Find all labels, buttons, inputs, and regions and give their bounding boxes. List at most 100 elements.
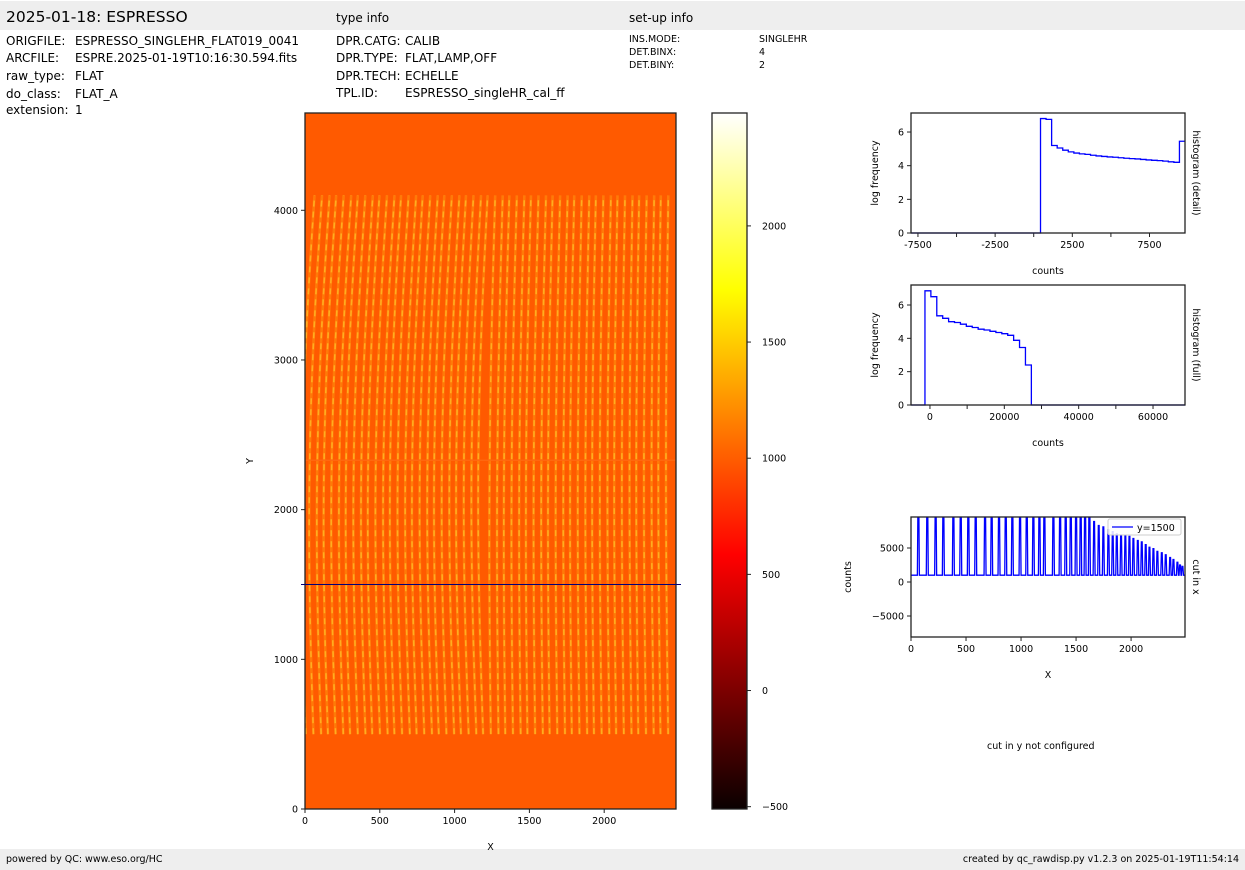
type-info-label: DPR.CATG:: [336, 34, 401, 48]
spectral-order-glow: [517, 195, 526, 735]
spectral-order-glow: [612, 195, 619, 735]
x-axis-label: counts: [1032, 438, 1064, 449]
spectral-order-glow: [576, 195, 584, 735]
x-tick-label: 2000: [592, 816, 616, 827]
x-tick-label: -2500: [981, 240, 1009, 251]
file-info-value: FLAT: [75, 69, 104, 83]
x-tick-label: 500: [371, 816, 389, 827]
colorbar-tick-label: −500: [762, 802, 788, 813]
axes-frame: [910, 284, 1186, 406]
spectral-order-glow: [642, 195, 648, 735]
spectral-order-glow: [462, 195, 475, 735]
axes-frame: [304, 112, 677, 810]
legend-label: y=1500: [1137, 523, 1175, 534]
setup-info-value: 4: [759, 47, 766, 58]
spectral-order-glow: [664, 195, 670, 735]
x-tick-label: 0: [302, 816, 308, 827]
histogram-line: [911, 290, 1185, 406]
y-tick-label: 4: [898, 161, 904, 172]
spectral-order-glow: [410, 195, 425, 735]
y-tick-label: 2: [898, 367, 904, 378]
x-tick-label: 1500: [517, 816, 541, 827]
colorbar-tick-label: 0: [762, 686, 768, 697]
colorbar-gradient: [712, 113, 747, 809]
spectral-order-glow: [352, 195, 367, 735]
colorbar-tick-label: 1000: [762, 454, 786, 465]
spectral-order-glow: [305, 195, 316, 735]
x-tick-label: 0: [908, 644, 914, 655]
type-info-value: FLAT,LAMP,OFF: [405, 51, 498, 65]
spectral-order-glow: [396, 195, 410, 735]
x-tick-label: 60000: [1138, 412, 1168, 423]
spectral-order-glow: [359, 195, 375, 735]
y-tick-label: −5000: [872, 611, 904, 622]
setup-info-value: SINGLEHR: [759, 34, 808, 45]
x-tick-label: 1000: [443, 816, 467, 827]
footer-left: powered by QC: www.eso.org/HC: [6, 854, 163, 865]
spectral-order-glow: [495, 195, 505, 735]
y-tick-label: 6: [898, 128, 904, 139]
x-tick-label: 7500: [1137, 240, 1161, 251]
spectral-order-glow: [657, 195, 663, 735]
y-tick-label: 1000: [274, 655, 298, 666]
file-info-value: ESPRESSO_SINGLEHR_FLAT019_0041: [75, 34, 300, 48]
spectral-order-glow: [546, 195, 554, 735]
y-tick-label: 3000: [274, 355, 298, 366]
colorbar-tick-label: 2000: [762, 221, 786, 232]
spectral-order-glow: [532, 195, 540, 735]
spectral-order-glow: [418, 195, 432, 735]
y-axis-label: Y: [245, 458, 256, 465]
spectral-order-glow: [329, 195, 345, 735]
spectral-order-glow: [598, 195, 605, 735]
file-info-value: FLAT_A: [75, 87, 118, 101]
spectral-order-glow: [432, 195, 446, 735]
y-tick-label: 0: [898, 229, 904, 240]
x-tick-label: 1000: [1009, 644, 1033, 655]
y-tick-label: 4000: [274, 206, 298, 217]
image-heatmap: [305, 113, 676, 809]
axes-frame: [910, 516, 1186, 638]
cut-series: [911, 517, 1185, 576]
spectral-order-glow: [344, 195, 360, 735]
spectral-order-glow: [381, 195, 396, 735]
spectral-order-glow: [470, 195, 483, 735]
spectral-order-glow: [366, 195, 381, 735]
footer-right: created by qc_rawdisp.py v1.2.3 on 2025-…: [962, 854, 1239, 865]
x-tick-label: -7500: [904, 240, 932, 251]
file-info-label: ORIGFILE:: [6, 34, 66, 48]
spectral-order-glow: [620, 195, 627, 735]
spectral-order-glow: [322, 195, 338, 735]
x-axis-label: X: [1045, 670, 1052, 681]
spectral-order-glow: [628, 195, 634, 735]
file-info-value: ESPRE.2025-01-19T10:16:30.594.fits: [75, 51, 298, 65]
x-tick-label: 20000: [989, 412, 1019, 423]
spectral-order-glow: [454, 195, 468, 735]
type-info-label: TPL.ID:: [336, 86, 378, 100]
page-title: 2025-01-18: ESPRESSO: [6, 8, 188, 26]
spectral-order-glow: [568, 195, 576, 735]
type-info-value: ECHELLE: [405, 69, 459, 83]
spectral-order-glow: [388, 195, 403, 735]
x-tick-label: 40000: [1064, 412, 1094, 423]
x-tick-label: 0: [927, 412, 933, 423]
setup-info-label: INS.MODE:: [629, 34, 681, 45]
colorbar-tick-label: 500: [762, 570, 780, 581]
spectral-order-glow: [374, 195, 389, 735]
type-info-label: DPR.TYPE:: [336, 51, 398, 65]
spectral-order-glow: [561, 195, 569, 735]
spectral-order-glow: [554, 195, 562, 735]
spectral-order-glow: [488, 195, 497, 735]
axes-frame: [910, 112, 1186, 234]
histogram-line: [911, 117, 1185, 234]
spectral-order-glow: [606, 195, 613, 735]
y-tick-label: 5000: [880, 544, 904, 555]
y-tick-label: 4: [898, 334, 904, 345]
y-axis-label: log frequency: [870, 140, 881, 206]
y-tick-label: 6: [898, 301, 904, 312]
file-info-label: ARCFILE:: [6, 51, 60, 65]
y-tick-label: 0: [898, 401, 904, 412]
spectral-order-glow: [650, 195, 656, 735]
file-info-label: do_class:: [6, 87, 61, 101]
legend-box: [1107, 518, 1182, 536]
cut-line: [911, 517, 1185, 576]
